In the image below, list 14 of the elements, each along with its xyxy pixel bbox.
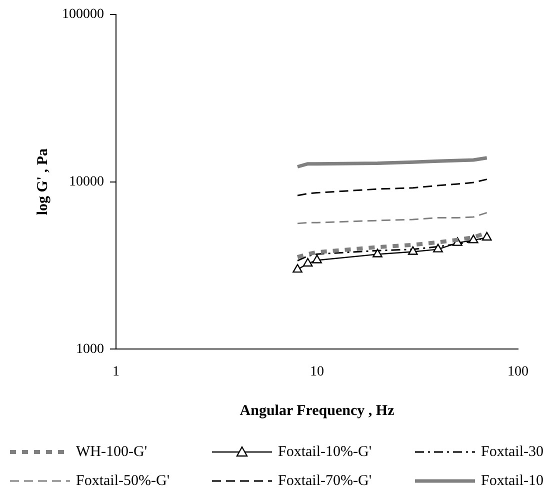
legend-label: Foxtail-10%-G'	[278, 444, 372, 460]
x-tick-label: 1	[112, 364, 120, 380]
y-tick-label: 1000	[76, 342, 104, 357]
x-tick-label: 100	[508, 364, 528, 380]
legend-label: Foxtail-70%-G'	[278, 472, 372, 488]
y-tick-label: 100000	[62, 7, 104, 22]
legend-label: WH-100-G'	[76, 444, 148, 460]
y-axis-title: log G' , Pa	[34, 148, 51, 216]
legend-label: Foxtail-50%-G'	[76, 472, 170, 488]
x-axis-title: Angular Frequency , Hz	[240, 402, 395, 419]
y-tick-label: 10000	[69, 174, 104, 190]
legend-label: Foxtail-10	[481, 472, 544, 488]
legend-label: Foxtail-30	[481, 444, 544, 460]
x-tick-label: 10	[310, 364, 324, 380]
